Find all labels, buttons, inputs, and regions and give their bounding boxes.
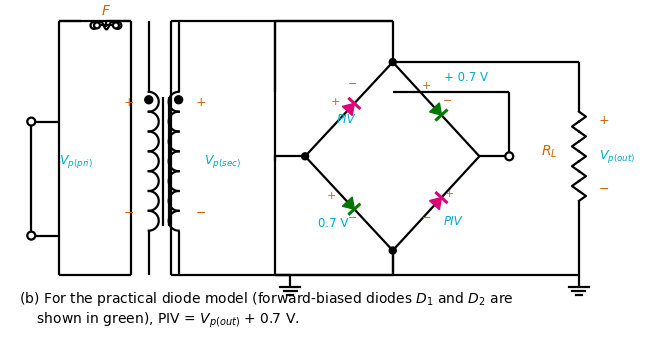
Text: + 0.7 V: + 0.7 V xyxy=(444,72,488,84)
Circle shape xyxy=(505,152,513,160)
Text: +: + xyxy=(195,96,206,109)
Circle shape xyxy=(94,22,100,28)
Text: −: − xyxy=(195,207,206,220)
Text: $V_{p(sec)}$: $V_{p(sec)}$ xyxy=(204,153,241,170)
Text: −: − xyxy=(348,213,357,223)
Circle shape xyxy=(27,117,35,126)
Text: $V_{p(out)}$: $V_{p(out)}$ xyxy=(599,148,636,165)
Circle shape xyxy=(27,232,35,240)
Text: $V_{p(pri)}$: $V_{p(pri)}$ xyxy=(59,153,93,170)
Text: +: + xyxy=(330,97,340,107)
Text: $R_L$: $R_L$ xyxy=(541,143,557,159)
Circle shape xyxy=(302,153,308,160)
Circle shape xyxy=(389,247,397,254)
Text: −: − xyxy=(422,213,431,223)
Circle shape xyxy=(115,22,121,29)
Text: $F$: $F$ xyxy=(101,5,111,19)
Text: +: + xyxy=(124,96,134,109)
Text: PIV: PIV xyxy=(336,113,355,126)
Text: PIV: PIV xyxy=(444,215,463,228)
Text: +: + xyxy=(326,192,336,201)
Polygon shape xyxy=(342,103,354,115)
Text: +: + xyxy=(444,189,453,199)
Circle shape xyxy=(389,59,397,66)
Circle shape xyxy=(175,96,183,104)
Text: −: − xyxy=(599,183,610,196)
Text: (b) For the practical diode model (forward-biased diodes $D_1$ and $D_2$ are
   : (b) For the practical diode model (forwa… xyxy=(19,290,514,330)
Text: −: − xyxy=(444,96,453,106)
Text: −: − xyxy=(348,79,357,89)
Polygon shape xyxy=(430,198,442,210)
Text: +: + xyxy=(422,82,431,91)
Text: +: + xyxy=(599,114,610,127)
Circle shape xyxy=(113,22,119,28)
Circle shape xyxy=(91,22,97,29)
Polygon shape xyxy=(430,103,442,115)
Polygon shape xyxy=(342,197,354,209)
Text: −: − xyxy=(124,207,134,220)
Circle shape xyxy=(145,96,153,104)
Text: 0.7 V: 0.7 V xyxy=(318,217,348,230)
